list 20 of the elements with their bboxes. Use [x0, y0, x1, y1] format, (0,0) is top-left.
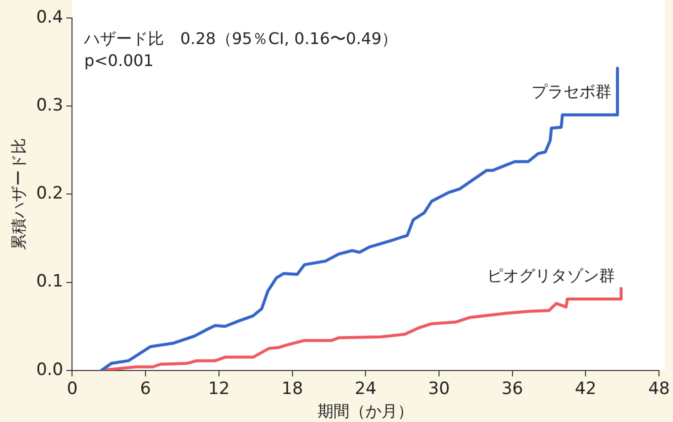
x-tick-label: 12: [208, 379, 230, 400]
y-tick-label: 0.3: [36, 96, 64, 116]
y-tick-label: 0.1: [36, 272, 64, 292]
x-tick-label: 18: [281, 379, 304, 400]
series-label: ピオグリタゾン群: [487, 266, 616, 286]
annotation: ハザード比 0.28（95％CI, 0.16〜0.49）: [83, 29, 398, 48]
x-tick-label: 0: [66, 379, 78, 400]
annotation: p<0.001: [84, 51, 154, 70]
x-tick-label: 42: [574, 379, 596, 400]
y-tick-label: 0.4: [36, 7, 64, 28]
y-tick-label: 0.2: [36, 184, 64, 204]
x-tick-label: 30: [428, 379, 450, 400]
x-tick-label: 24: [354, 379, 376, 400]
x-tick-label: 36: [501, 379, 524, 400]
y-axis-title: 累積ハザード比: [8, 138, 28, 250]
x-tick-label: 48: [648, 379, 670, 400]
series-label: プラセボ群: [531, 82, 612, 102]
y-tick-label: 0.0: [36, 360, 64, 380]
x-tick-label: 6: [140, 379, 151, 400]
x-axis-title: 期間（か月）: [318, 402, 414, 421]
